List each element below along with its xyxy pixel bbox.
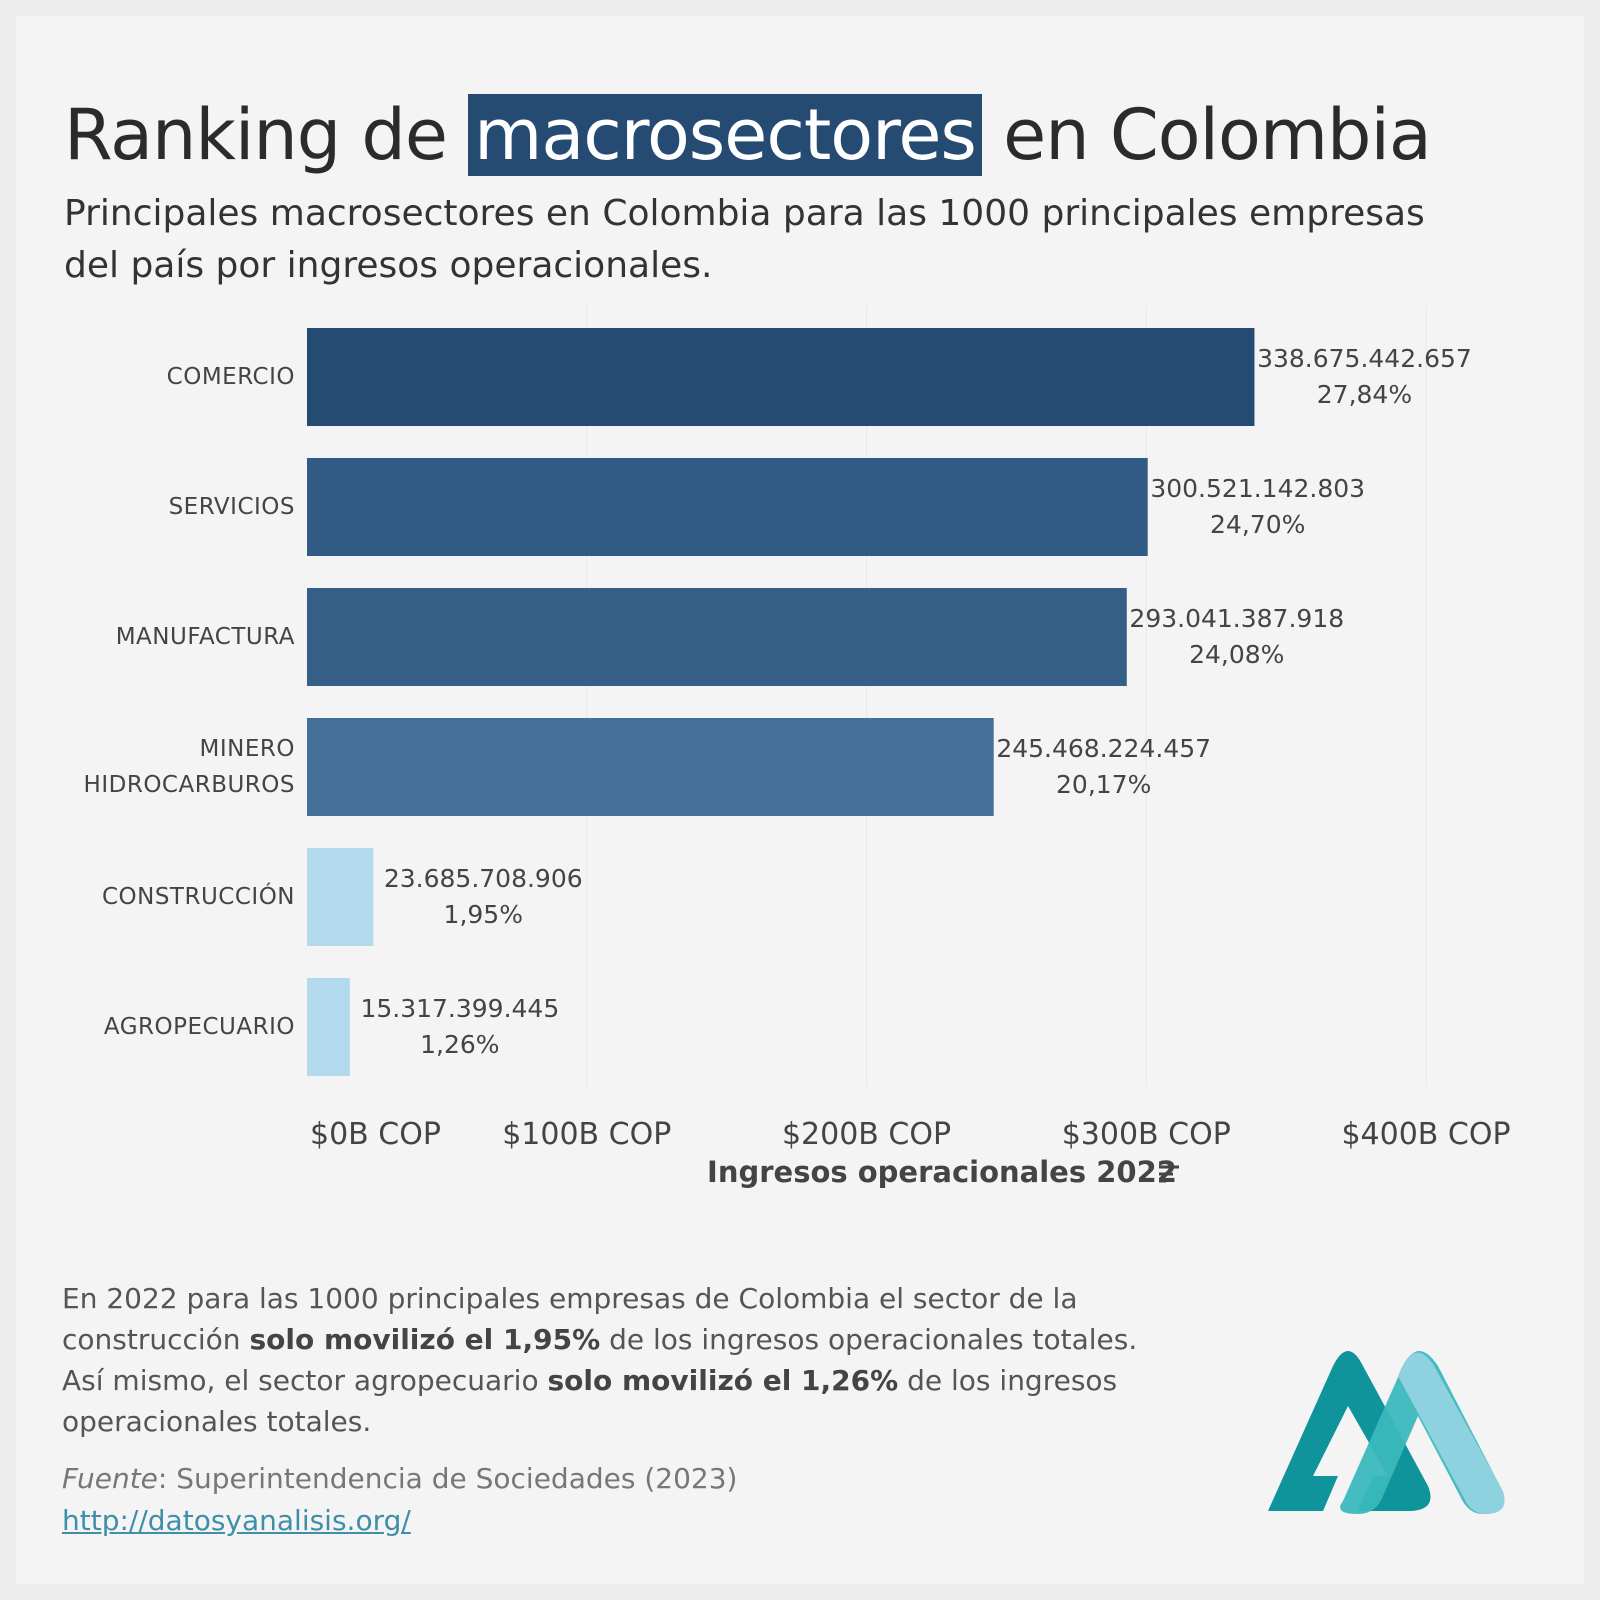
logo-shape xyxy=(1398,1352,1505,1514)
category-label: CONSTRUCCIÓN xyxy=(101,884,295,910)
value-label: 338.675.442.657 xyxy=(1257,344,1472,373)
x-axis-title: Ingresos operacionales 2022 xyxy=(707,1155,1177,1189)
note-segment: solo movilizó el 1,95% xyxy=(249,1323,601,1356)
x-tick-label: $300B COP xyxy=(1062,1117,1231,1152)
title-text: Ranking de xyxy=(64,94,448,176)
bar xyxy=(307,588,1127,686)
value-label: 300.521.142.803 xyxy=(1150,474,1365,503)
x-tick-label: $200B COP xyxy=(782,1117,951,1152)
bar xyxy=(307,458,1148,556)
category-label: SERVICIOS xyxy=(168,494,295,520)
x-tick-label: $0B COP xyxy=(310,1117,441,1152)
share-label: 24,08% xyxy=(1189,640,1284,669)
x-tick-label: $100B COP xyxy=(502,1117,671,1152)
note-segment: de los ingresos operacionales totales. A… xyxy=(62,1323,1138,1397)
value-label: 293.041.387.918 xyxy=(1129,604,1344,633)
category-label: COMERCIO xyxy=(166,364,295,390)
note-segment: solo movilizó el 1,26% xyxy=(547,1364,899,1397)
value-label: 245.468.224.457 xyxy=(996,734,1211,763)
share-label: 27,84% xyxy=(1317,380,1412,409)
note: En 2022 para las 1000 principales empres… xyxy=(62,1278,1182,1442)
source: Fuente: Superintendencia de Sociedades (… xyxy=(62,1462,737,1495)
category-label: MANUFACTURA xyxy=(115,624,295,650)
share-label: 24,70% xyxy=(1210,510,1305,539)
bar xyxy=(307,328,1255,426)
note-segment: de los ingresos operacionales totales. xyxy=(62,1364,1118,1438)
title-highlight: macrosectores xyxy=(468,94,982,176)
bar xyxy=(307,718,994,816)
source-link[interactable]: http://datosyanalisis.org/ xyxy=(62,1504,411,1537)
value-label: 15.317.399.445 xyxy=(360,994,559,1023)
chart: $0B COP $100B COP $200B COP $300B COP $400B … xyxy=(307,306,1511,1189)
page: Ranking de macrosectores en Colombia Pri… xyxy=(16,16,1584,1584)
x-tick-label: $400B COP xyxy=(1341,1117,1510,1152)
bar xyxy=(307,848,374,946)
value-label: 23.685.708.906 xyxy=(384,864,583,893)
share-label: 20,17% xyxy=(1056,770,1151,799)
subtitle: Principales macrosectores en Colombia pa… xyxy=(64,193,1425,286)
note-segment: En 2022 para las 1000 principales empres… xyxy=(62,1282,1078,1356)
logo xyxy=(1268,1351,1505,1514)
source-label: Fuente xyxy=(62,1462,158,1495)
category-label: MINERO HIDROCARBUROS xyxy=(83,736,295,798)
title: Ranking de macrosectores en Colombia xyxy=(64,94,1432,176)
bar xyxy=(307,978,350,1076)
title-text: en Colombia xyxy=(1003,94,1432,176)
sort-icon xyxy=(1159,1165,1179,1183)
share-label: 1,26% xyxy=(420,1030,499,1059)
share-label: 1,95% xyxy=(444,900,523,929)
category-label: AGROPECUARIO xyxy=(103,1014,295,1040)
source-text: : Superintendencia de Sociedades (2023) xyxy=(157,1462,738,1495)
